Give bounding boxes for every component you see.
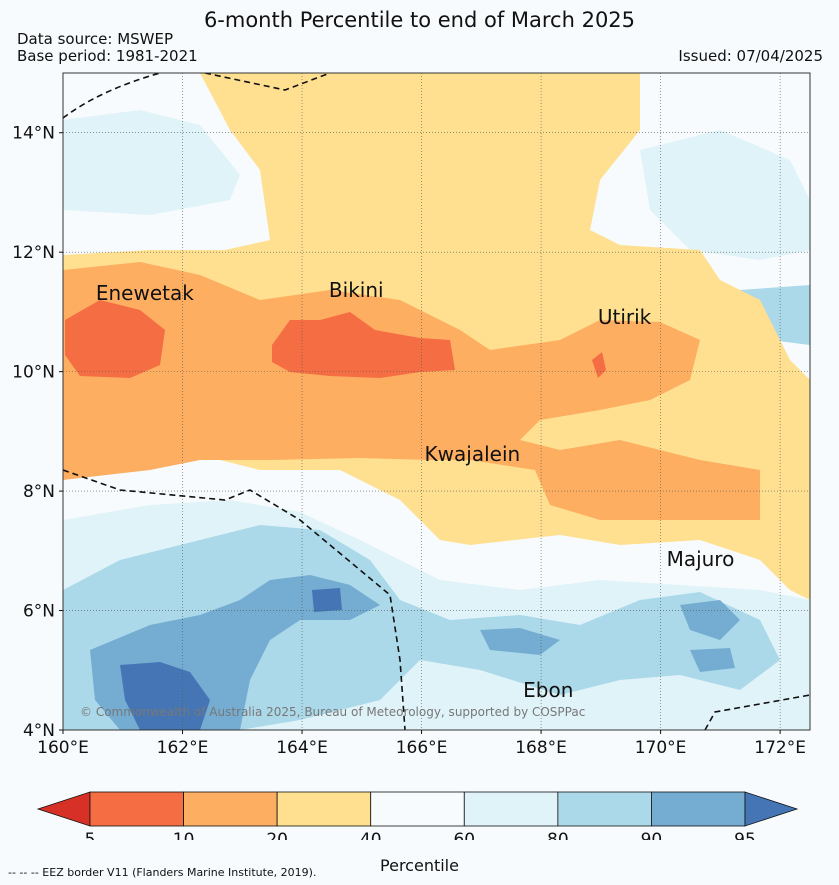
region-60-80-north-west (63, 110, 240, 215)
eez-border-south-east (704, 694, 810, 730)
legend-tick-label: 60 (453, 830, 475, 840)
region-5-10-enewetak (65, 300, 165, 378)
legend-swatch (557, 791, 652, 827)
lon-tick-label: 160°E (37, 738, 89, 758)
lon-tick-label: 162°E (157, 738, 209, 758)
legend-tick-label: 95 (734, 830, 756, 840)
legend-title: Percentile (380, 856, 459, 875)
legend-tick-label: 10 (173, 830, 195, 840)
legend-arrow-high (744, 791, 799, 827)
region-90-95-ebon (480, 628, 560, 655)
latitude-ticks: 4°N 6°N 8°N 10°N 12°N 14°N (12, 124, 63, 741)
region-90-95-east (680, 600, 740, 640)
percentile-map: Enewetak BikiniUtirikKwajaleinMajuroEbon … (12, 72, 811, 758)
lon-tick-label: 168°E (515, 738, 567, 758)
map-title: 6-month Percentile to end of March 2025 (203, 8, 636, 32)
lon-tick-label: 166°E (396, 738, 448, 758)
region-90-95-southeast (690, 648, 735, 672)
data-source: Data source: MSWEP (17, 30, 174, 48)
legend-tick-label: 80 (547, 830, 569, 840)
percentile-legend: 5 10 20 40 60 80 90 95 (36, 791, 799, 840)
legend-tick-label: 40 (360, 830, 382, 840)
place-label: Utirik (598, 305, 652, 329)
eez-border-north-west (63, 73, 161, 119)
lon-tick-label: 164°E (276, 738, 328, 758)
lat-tick-label: 14°N (12, 124, 55, 144)
eez-note: -- -- -- EEZ border V11 (Flanders Marine… (8, 866, 317, 879)
region-10-20 (63, 262, 760, 520)
legend-swatch (463, 791, 559, 827)
eez-borders (63, 73, 810, 730)
region-gt95-south-west (120, 662, 210, 730)
region-5-10-utirik (592, 352, 606, 378)
place-label: Majuro (667, 547, 735, 571)
place-label: Bikini (329, 278, 384, 302)
region-60-80-north-east (640, 130, 810, 260)
place-label: Ebon (523, 678, 573, 702)
region-5-10-bikini (272, 312, 455, 378)
map-plot-area (63, 73, 810, 730)
lon-tick-label: 172°E (754, 738, 806, 758)
lat-tick-label: 12°N (12, 243, 55, 263)
place-label: Kwajalein (425, 442, 521, 466)
issued-date: Issued: 07/04/2025 (678, 47, 823, 65)
legend-swatch (651, 791, 746, 827)
eez-border-west (63, 469, 406, 730)
place-labels: Enewetak Bikini Utirik Kwajalein Majuro Ebon (96, 278, 734, 702)
base-period: Base period: 1981-2021 (17, 47, 198, 65)
lon-tick-label: 170°E (635, 738, 687, 758)
map-frame (62, 72, 811, 731)
lat-tick-label: 6°N (23, 602, 55, 622)
lat-tick-label: 8°N (23, 482, 55, 502)
legend-ticks: 5 10 20 40 60 80 90 95 (85, 830, 756, 840)
place-label: Enewetak (96, 281, 194, 305)
lat-tick-label: 4°N (23, 721, 55, 741)
legend-tick-label: 20 (266, 830, 288, 840)
legend-swatch (370, 791, 465, 827)
legend-swatch (89, 791, 184, 827)
legend-tick-label: 5 (85, 830, 96, 840)
legend-swatch (276, 791, 372, 827)
legend-arrow-low (36, 791, 91, 827)
legend-swatch (183, 791, 278, 827)
eez-border-north (204, 73, 331, 91)
longitude-ticks: 160°E 162°E 164°E 166°E 168°E 170°E 172°E (37, 730, 806, 758)
region-gt95-central (312, 588, 342, 612)
legend-tick-label: 90 (641, 830, 663, 840)
legend-colorbar (36, 791, 799, 827)
copyright-notice: © Commonwealth of Australia 2025, Bureau… (80, 705, 586, 719)
lat-tick-label: 10°N (12, 363, 55, 383)
